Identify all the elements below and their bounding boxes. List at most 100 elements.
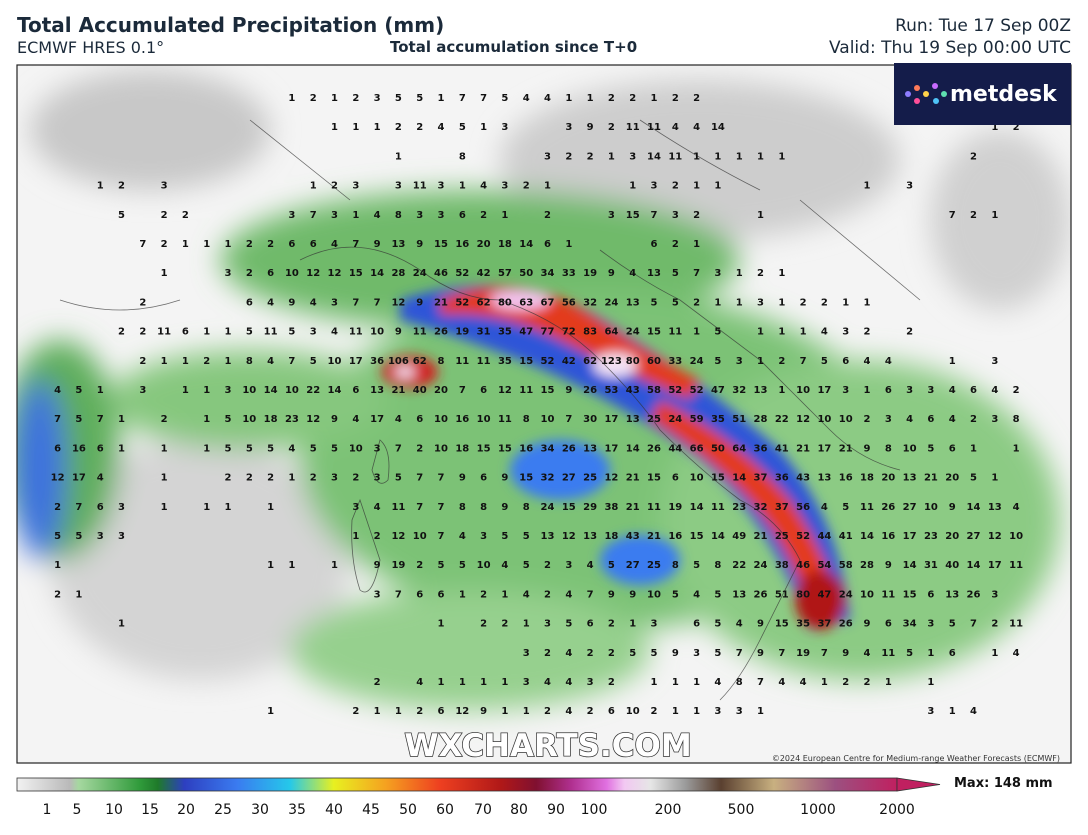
station-value: 52 [690, 385, 704, 396]
station-value: 1 [693, 181, 700, 192]
station-value: 5 [459, 122, 466, 133]
station-value: 11 [647, 122, 661, 133]
station-value: 5 [225, 443, 232, 454]
station-value: 10 [434, 443, 448, 454]
station-value: 15 [541, 385, 555, 396]
station-value: 7 [352, 239, 359, 250]
station-value: 5 [714, 356, 721, 367]
station-value: 18 [264, 414, 278, 425]
station-value: 7 [459, 93, 466, 104]
station-value: 3 [927, 706, 934, 717]
station-value: 6 [267, 268, 274, 279]
station-value: 1 [501, 589, 508, 600]
station-value: 4 [587, 560, 594, 571]
station-value: 2 [864, 414, 871, 425]
station-value: 3 [225, 268, 232, 279]
station-value: 5 [75, 385, 82, 396]
station-value: 17 [72, 473, 86, 484]
station-value: 2 [416, 560, 423, 571]
station-value: 1 [864, 181, 871, 192]
colorbar-labels: 1 5 10 15 20 25 30 35 40 45 50 60 70 80 90 100 200 500 100… [43, 802, 915, 818]
station-value: 11 [1009, 619, 1023, 630]
station-value: 6 [927, 589, 934, 600]
station-value: 3 [629, 151, 636, 162]
station-value: 59 [690, 414, 704, 425]
station-value: 62 [477, 297, 491, 308]
station-value: 9 [757, 619, 764, 630]
station-value: 3 [161, 181, 168, 192]
station-value: 1 [757, 356, 764, 367]
colorbar-label: 45 [362, 802, 380, 818]
station-value: 21 [391, 385, 405, 396]
station-value: 5 [651, 297, 658, 308]
station-value: 2 [416, 706, 423, 717]
station-value: 3 [480, 531, 487, 542]
station-value: 5 [246, 327, 253, 338]
station-value: 10 [1009, 531, 1023, 542]
station-value: 7 [288, 356, 295, 367]
station-value: 6 [544, 239, 551, 250]
station-value: 21 [626, 502, 640, 513]
station-value: 5 [523, 560, 530, 571]
station-value: 5 [714, 648, 721, 659]
station-value: 6 [587, 619, 594, 630]
station-value: 1 [693, 706, 700, 717]
station-value: 7 [395, 589, 402, 600]
station-value: 14 [264, 385, 278, 396]
station-value: 5 [949, 619, 956, 630]
station-value: 26 [562, 443, 576, 454]
station-value: 13 [583, 531, 597, 542]
station-value: 14 [519, 239, 533, 250]
station-value: 5 [54, 531, 61, 542]
station-value: 26 [583, 385, 597, 396]
station-value: 15 [626, 210, 640, 221]
station-value: 15 [498, 443, 512, 454]
station-value: 2 [374, 677, 381, 688]
station-value: 1 [480, 677, 487, 688]
station-value: 4 [714, 677, 721, 688]
station-value: 9 [864, 443, 871, 454]
station-value: 3 [352, 181, 359, 192]
station-value: 5 [438, 560, 445, 571]
station-value: 1 [288, 473, 295, 484]
station-value: 14 [711, 122, 725, 133]
station-value: 6 [97, 443, 104, 454]
station-value: 12 [604, 473, 618, 484]
station-value: 3 [416, 210, 423, 221]
station-value: 31 [477, 327, 491, 338]
station-value: 4 [416, 677, 423, 688]
station-value: 52 [668, 385, 682, 396]
station-value: 27 [967, 531, 981, 542]
station-value: 9 [480, 706, 487, 717]
station-value: 4 [949, 414, 956, 425]
station-value: 27 [903, 502, 917, 513]
station-value: 6 [352, 385, 359, 396]
station-value: 4 [629, 268, 636, 279]
station-value: 38 [775, 560, 789, 571]
station-value: 9 [885, 560, 892, 571]
station-value: 10 [328, 356, 342, 367]
station-value: 80 [796, 589, 810, 600]
station-value: 13 [945, 589, 959, 600]
station-value: 7 [949, 210, 956, 221]
max-label: Max: 148 mm [954, 776, 1053, 791]
station-value: 2 [821, 297, 828, 308]
station-value: 9 [395, 327, 402, 338]
station-value: 4 [267, 297, 274, 308]
station-value: 10 [370, 327, 384, 338]
station-value: 1 [991, 473, 998, 484]
station-value: 10 [796, 385, 810, 396]
station-value: 1 [651, 677, 658, 688]
station-value: 1 [991, 210, 998, 221]
station-value: 3 [118, 502, 125, 513]
station-value: 2 [864, 327, 871, 338]
station-value: 4 [352, 414, 359, 425]
station-value: 2 [352, 93, 359, 104]
station-value: 1 [778, 268, 785, 279]
station-value: 36 [775, 473, 789, 484]
station-value: 12 [988, 531, 1002, 542]
station-value: 66 [690, 443, 704, 454]
station-value: 29 [583, 502, 597, 513]
station-value: 5 [75, 414, 82, 425]
station-value: 1 [736, 268, 743, 279]
